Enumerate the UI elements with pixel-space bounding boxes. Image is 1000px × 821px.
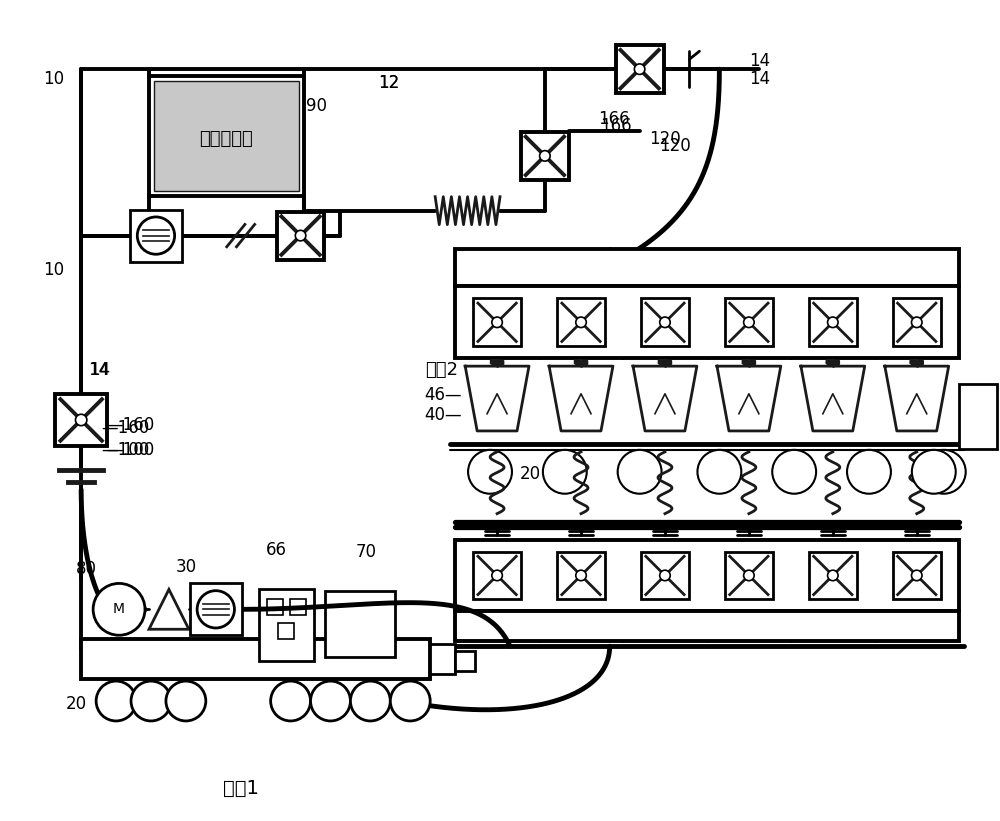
Circle shape [618, 450, 662, 493]
Text: 70: 70 [355, 543, 376, 561]
Circle shape [197, 590, 234, 628]
Text: 12: 12 [378, 74, 400, 92]
Bar [154, 81, 299, 190]
Bar [809, 298, 857, 346]
Text: 14: 14 [749, 70, 770, 88]
Bar [473, 298, 521, 346]
Bar [521, 132, 569, 180]
Bar [259, 589, 314, 661]
Text: 模块2: 模块2 [425, 361, 458, 379]
Circle shape [540, 150, 550, 161]
Circle shape [911, 317, 922, 328]
Text: —100: —100 [101, 441, 149, 459]
Circle shape [137, 217, 175, 255]
Circle shape [75, 415, 87, 425]
Bar [455, 612, 959, 641]
Text: 80: 80 [76, 561, 97, 579]
Circle shape [660, 317, 670, 328]
Bar [278, 623, 294, 640]
Circle shape [468, 450, 512, 493]
Text: 模块1: 模块1 [223, 779, 259, 798]
Circle shape [543, 450, 587, 493]
Text: 166: 166 [600, 117, 631, 135]
Bar [55, 394, 107, 446]
Circle shape [912, 450, 956, 493]
Circle shape [131, 681, 171, 721]
Bar [893, 298, 941, 346]
Circle shape [772, 450, 816, 493]
Circle shape [744, 570, 754, 580]
Text: 30: 30 [176, 558, 197, 576]
Bar [267, 599, 283, 615]
Text: 10: 10 [43, 70, 64, 88]
Circle shape [660, 570, 670, 580]
Text: 40—: 40— [424, 406, 462, 424]
Bar [455, 287, 959, 358]
Bar [190, 584, 242, 635]
Bar [430, 644, 455, 674]
Circle shape [295, 231, 306, 241]
Circle shape [492, 317, 502, 328]
Bar [809, 552, 857, 599]
Text: 乏燃料水池: 乏燃料水池 [199, 130, 253, 148]
Text: 120: 120 [650, 130, 681, 148]
Circle shape [350, 681, 390, 721]
Text: 20: 20 [520, 465, 541, 483]
Bar [81, 640, 430, 679]
Circle shape [576, 317, 586, 328]
Circle shape [271, 681, 311, 721]
Bar [725, 552, 773, 599]
Text: 166: 166 [598, 110, 629, 128]
Bar [290, 599, 306, 615]
Bar [325, 591, 395, 657]
Text: 10: 10 [43, 261, 64, 279]
Bar [455, 651, 475, 671]
Circle shape [828, 570, 838, 580]
Text: —100: —100 [106, 441, 154, 459]
Circle shape [390, 681, 430, 721]
Bar [616, 45, 664, 93]
Circle shape [576, 570, 586, 580]
Text: 120: 120 [660, 137, 691, 155]
Text: —160: —160 [106, 416, 154, 434]
Bar [455, 249, 959, 287]
Text: 20: 20 [66, 695, 87, 713]
Text: —160: —160 [101, 419, 149, 437]
Bar [557, 552, 605, 599]
Bar [725, 298, 773, 346]
Circle shape [744, 317, 754, 328]
Bar [277, 212, 324, 259]
Bar [149, 76, 304, 195]
Circle shape [911, 570, 922, 580]
Circle shape [634, 64, 645, 75]
Bar [893, 552, 941, 599]
Text: 12: 12 [378, 74, 400, 92]
Bar [473, 552, 521, 599]
Circle shape [847, 450, 891, 493]
Circle shape [492, 570, 502, 580]
Circle shape [311, 681, 350, 721]
Circle shape [828, 317, 838, 328]
Text: 14: 14 [88, 361, 109, 379]
Text: M: M [113, 603, 125, 617]
Text: 14: 14 [749, 53, 770, 70]
Text: 14: 14 [89, 361, 110, 379]
Text: 66: 66 [266, 540, 287, 558]
Bar [959, 384, 997, 449]
Bar [455, 539, 959, 612]
Circle shape [93, 584, 145, 635]
Text: 90: 90 [306, 97, 327, 115]
Bar [557, 298, 605, 346]
Circle shape [922, 450, 966, 493]
Polygon shape [149, 589, 189, 629]
Circle shape [96, 681, 136, 721]
Text: 46—: 46— [424, 386, 462, 404]
Bar [130, 209, 182, 262]
Circle shape [166, 681, 206, 721]
Bar [641, 552, 689, 599]
Circle shape [697, 450, 741, 493]
Bar [641, 298, 689, 346]
